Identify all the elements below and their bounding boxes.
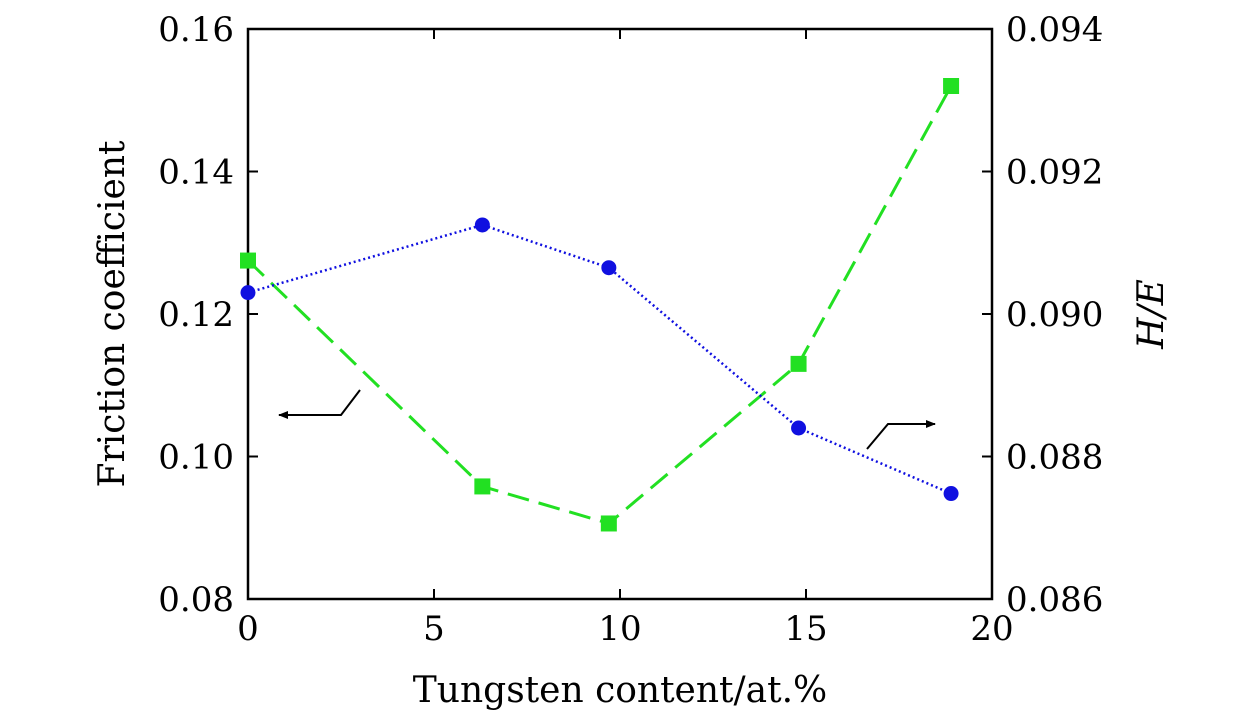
x-axis-title: Tungsten content/at.% <box>413 670 827 711</box>
y-right-tick-label: 0.092 <box>1006 153 1103 193</box>
x-tick-label: 0 <box>237 609 259 649</box>
ticks: 0 5 10 15 20 0.08 0.10 0.12 0.14 0.16 0.086 0.088 0.… <box>158 10 1103 649</box>
y-left-tick-label: 0.14 <box>158 153 234 193</box>
data-point-circle <box>601 260 617 276</box>
plot-frame <box>246 27 994 601</box>
data-point-square <box>790 355 807 372</box>
arrow-to-right-axis-icon <box>866 420 936 450</box>
data-point-circle <box>943 486 959 502</box>
data-point-circle <box>474 217 490 233</box>
x-tick-label: 10 <box>598 609 641 649</box>
data-point-square <box>474 478 491 495</box>
x-tick-label: 5 <box>423 609 445 649</box>
series-layer <box>240 78 960 532</box>
series-line-friction-coefficient <box>246 85 953 526</box>
y-axis-left-title: Friction coefficient <box>92 140 133 488</box>
series-line-h-over-e <box>247 223 952 495</box>
y-right-tick-label: 0.090 <box>1006 295 1103 335</box>
y-right-tick-label: 0.094 <box>1006 10 1103 50</box>
data-point-square <box>240 252 256 269</box>
y-left-tick-label: 0.16 <box>158 10 234 50</box>
y-axis-right-title: H/E <box>1131 279 1172 350</box>
arrow-to-left-axis-icon <box>278 389 361 419</box>
x-tick-label: 20 <box>970 609 1013 649</box>
y-left-tick-label: 0.10 <box>158 438 234 478</box>
data-point-square <box>943 78 960 94</box>
y-right-tick-label: 0.086 <box>1006 580 1103 620</box>
annotation-arrows <box>278 389 936 450</box>
y-right-tick-label: 0.088 <box>1006 438 1103 478</box>
x-tick-label: 15 <box>784 609 827 649</box>
y-left-tick-label: 0.08 <box>158 580 234 620</box>
data-point-circle <box>240 285 256 301</box>
data-point-circle <box>791 420 807 436</box>
y-left-tick-label: 0.12 <box>158 295 234 335</box>
data-point-square <box>600 515 617 532</box>
